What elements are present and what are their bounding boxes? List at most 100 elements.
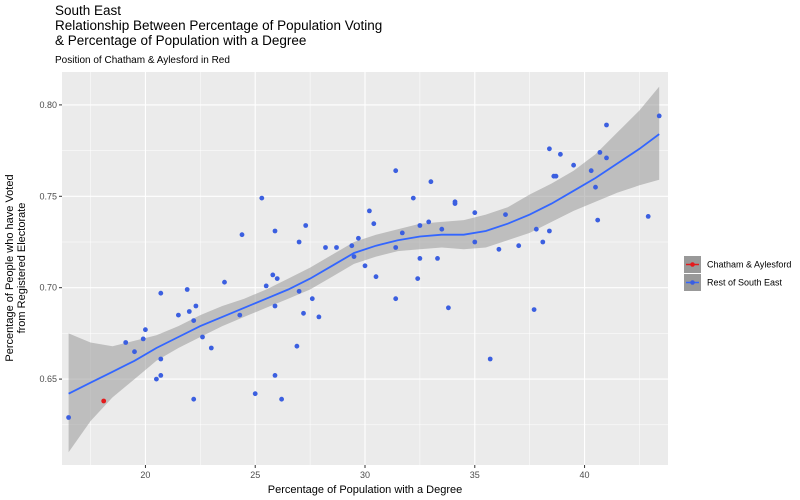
point-rest-of-south-east-79	[604, 122, 609, 128]
point-rest-of-south-east-24	[272, 228, 278, 234]
point-rest-of-south-east-19	[239, 232, 245, 238]
point-rest-of-south-east-14	[193, 303, 199, 309]
point-rest-of-south-east-46	[393, 245, 399, 250]
point-rest-of-south-east-16	[208, 345, 214, 351]
point-rest-of-south-east-13	[191, 396, 197, 402]
legend: Chatham & Aylesford Rest of South East	[684, 256, 791, 291]
point-rest-of-south-east-44	[373, 274, 379, 280]
point-rest-of-south-east-23	[270, 272, 276, 278]
point-rest-of-south-east-35	[316, 314, 322, 320]
point-rest-of-south-east-31	[296, 288, 302, 294]
point-rest-of-south-east-76	[593, 184, 598, 190]
x-tick-label-2: 30	[360, 470, 370, 480]
point-rest-of-south-east-81	[645, 214, 651, 219]
point-rest-of-south-east-68	[540, 239, 546, 245]
point-rest-of-south-east-57	[446, 305, 451, 311]
point-rest-of-south-east-69	[547, 146, 552, 152]
point-rest-of-south-east-61	[472, 239, 478, 245]
legend-label-rest: Rest of South East	[707, 278, 783, 288]
smooth-trend-line	[68, 133, 660, 395]
point-rest-of-south-east-6	[158, 290, 164, 296]
y-axis-title-line-1: Percentage of People who have Voted	[4, 174, 16, 361]
point-rest-of-south-east-36	[323, 245, 328, 250]
point-rest-of-south-east-51	[417, 223, 423, 228]
point-rest-of-south-east-74	[571, 162, 576, 168]
point-rest-of-south-east-80	[604, 155, 609, 161]
point-rest-of-south-east-17	[222, 279, 227, 285]
chart-title-line-1: South East	[55, 3, 121, 18]
y-axis-ticks: 0.65 0.70 0.75 0.80	[39, 100, 62, 384]
point-rest-of-south-east-22	[263, 283, 269, 289]
point-rest-of-south-east-43	[371, 221, 377, 227]
point-rest-of-south-east-4	[143, 327, 148, 333]
point-chatham-aylesford-0	[101, 398, 107, 404]
y-tick-label-3: 0.80	[39, 100, 57, 110]
point-rest-of-south-east-45	[393, 168, 399, 174]
point-rest-of-south-east-2	[132, 349, 137, 355]
point-rest-of-south-east-40	[356, 235, 361, 241]
y-tick-label-2: 0.75	[39, 191, 57, 201]
chart-title-line-2: Relationship Between Percentage of Popul…	[55, 18, 382, 33]
x-tick-label-4: 40	[580, 470, 590, 480]
point-rest-of-south-east-50	[415, 276, 421, 281]
point-rest-of-south-east-8	[158, 373, 164, 378]
x-tick-label-1: 25	[250, 470, 260, 480]
point-rest-of-south-east-38	[349, 243, 355, 249]
x-axis-title: Percentage of Population with a Degree	[268, 484, 462, 496]
point-rest-of-south-east-21	[259, 195, 265, 201]
point-rest-of-south-east-60	[472, 210, 478, 216]
point-rest-of-south-east-73	[558, 151, 563, 157]
point-rest-of-south-east-67	[533, 226, 539, 232]
point-rest-of-south-east-32	[301, 310, 306, 316]
point-rest-of-south-east-48	[399, 230, 405, 236]
point-rest-of-south-east-26	[272, 373, 278, 378]
point-rest-of-south-east-11	[186, 309, 192, 314]
point-rest-of-south-east-65	[516, 243, 522, 249]
point-rest-of-south-east-27	[274, 276, 280, 281]
data-points	[66, 113, 662, 420]
point-rest-of-south-east-7	[158, 356, 164, 362]
legend-label-chatham: Chatham & Aylesford	[707, 260, 791, 270]
point-rest-of-south-east-33	[303, 223, 309, 228]
point-rest-of-south-east-9	[176, 312, 181, 318]
point-rest-of-south-east-78	[597, 150, 603, 155]
point-rest-of-south-east-18	[237, 312, 243, 318]
point-rest-of-south-east-66	[531, 307, 537, 312]
point-rest-of-south-east-75	[588, 168, 594, 174]
point-rest-of-south-east-15	[200, 334, 205, 340]
point-rest-of-south-east-20	[252, 391, 258, 397]
point-rest-of-south-east-30	[296, 239, 302, 245]
point-rest-of-south-east-54	[428, 179, 434, 185]
y-tick-label-1: 0.70	[39, 283, 57, 293]
y-axis-title-line-2: from Registered Electorate	[16, 203, 28, 334]
legend-key-rest-dot	[690, 280, 695, 285]
y-tick-label-0: 0.65	[39, 374, 57, 384]
point-rest-of-south-east-62	[487, 356, 493, 362]
x-tick-label-3: 35	[470, 470, 480, 480]
grid-major	[62, 72, 668, 465]
point-rest-of-south-east-37	[334, 245, 339, 250]
point-rest-of-south-east-39	[351, 254, 357, 259]
x-tick-label-0: 20	[140, 470, 150, 480]
point-rest-of-south-east-0	[66, 415, 71, 420]
chart-title-line-3: & Percentage of Population with a Degree	[55, 33, 306, 48]
point-rest-of-south-east-12	[191, 318, 197, 323]
point-rest-of-south-east-25	[272, 303, 278, 309]
point-rest-of-south-east-29	[294, 343, 300, 349]
point-rest-of-south-east-70	[547, 228, 552, 234]
point-rest-of-south-east-41	[362, 263, 368, 269]
point-rest-of-south-east-63	[496, 246, 502, 252]
legend-key-chatham-dot	[690, 262, 695, 267]
point-rest-of-south-east-52	[417, 256, 423, 261]
point-rest-of-south-east-64	[503, 212, 508, 218]
point-rest-of-south-east-28	[279, 396, 284, 402]
point-rest-of-south-east-82	[656, 113, 662, 119]
point-rest-of-south-east-10	[184, 287, 190, 292]
point-rest-of-south-east-56	[439, 226, 445, 232]
point-rest-of-south-east-5	[154, 376, 159, 382]
point-rest-of-south-east-72	[553, 173, 559, 179]
point-rest-of-south-east-47	[393, 296, 399, 302]
point-rest-of-south-east-53	[426, 219, 432, 225]
x-axis-ticks: 20 25 30 35 40	[140, 465, 590, 480]
